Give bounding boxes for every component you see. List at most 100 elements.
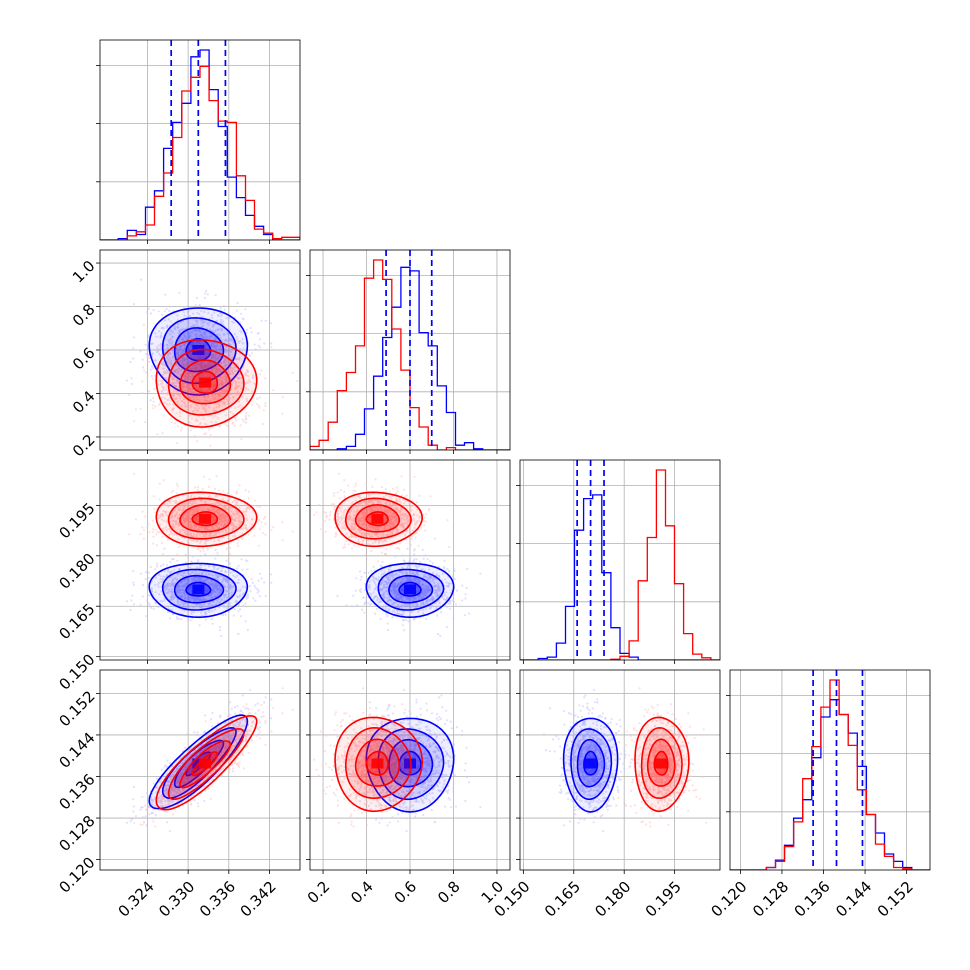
panel-content <box>125 472 299 638</box>
scatter-point <box>374 612 377 615</box>
scatter-point <box>363 602 366 606</box>
scatter-point <box>199 499 203 502</box>
scatter-point <box>240 369 244 372</box>
scatter-point <box>421 548 424 552</box>
scatter-point <box>180 404 183 407</box>
scatter-point <box>256 332 259 335</box>
scatter-point <box>208 478 211 481</box>
scatter-point <box>150 375 153 378</box>
scatter-point <box>213 586 216 589</box>
density-peak <box>199 377 212 388</box>
scatter-point <box>182 575 185 578</box>
scatter-point <box>401 554 404 557</box>
scatter-point <box>211 394 215 397</box>
scatter-point <box>205 423 208 426</box>
scatter-point <box>229 546 232 550</box>
scatter-point <box>207 565 211 568</box>
scatter-point <box>185 384 188 387</box>
scatter-point <box>201 599 204 602</box>
scatter-point <box>219 625 222 629</box>
scatter-point <box>448 607 451 610</box>
scatter-point <box>225 375 228 379</box>
scatter-point <box>264 533 267 536</box>
scatter-point <box>256 588 259 591</box>
scatter-point <box>363 596 366 599</box>
scatter-point <box>188 420 191 424</box>
scatter-point <box>253 534 256 537</box>
scatter-point <box>203 611 206 614</box>
scatter-point <box>186 494 189 498</box>
scatter-point <box>226 520 229 523</box>
scatter-point <box>422 612 425 615</box>
scatter-point <box>189 599 192 602</box>
scatter-point <box>173 370 176 373</box>
scatter-point <box>186 589 189 592</box>
scatter-point <box>235 419 238 422</box>
scatter-point <box>201 366 204 369</box>
scatter-point <box>217 397 220 400</box>
scatter-point <box>225 398 228 401</box>
scatter-point <box>188 389 191 392</box>
scatter-point <box>246 381 249 384</box>
scatter-point <box>154 405 157 408</box>
scatter-point <box>244 418 247 421</box>
scatter-point <box>179 600 183 603</box>
scatter-point <box>200 532 203 535</box>
scatter-point <box>190 355 194 358</box>
scatter-point <box>189 395 192 398</box>
scatter-point <box>182 528 185 532</box>
scatter-point <box>141 380 144 383</box>
scatter-point <box>168 582 171 585</box>
scatter-point <box>178 589 181 592</box>
scatter-point <box>201 333 204 336</box>
scatter-point <box>205 289 208 292</box>
scatter-point <box>169 585 173 588</box>
scatter-point <box>220 382 223 385</box>
scatter-point <box>194 419 197 422</box>
scatter-point <box>343 479 346 482</box>
scatter-point <box>238 514 241 517</box>
scatter-point <box>264 402 267 405</box>
scatter-point <box>264 594 267 597</box>
scatter-point <box>175 522 178 525</box>
scatter-point <box>204 409 207 412</box>
scatter-point <box>209 444 212 447</box>
scatter-point <box>379 617 382 621</box>
scatter-point <box>210 580 213 583</box>
scatter-point <box>169 417 172 420</box>
scatter-point <box>162 563 165 566</box>
scatter-point <box>239 615 242 618</box>
scatter-point <box>181 584 184 587</box>
scatter-point <box>183 405 186 408</box>
scatter-point <box>376 607 379 610</box>
scatter-point <box>149 565 152 569</box>
scatter-point <box>247 506 250 509</box>
scatter-point <box>181 364 184 367</box>
scatter-point <box>233 499 236 503</box>
scatter-point <box>202 356 205 359</box>
panel-content <box>125 278 299 447</box>
scatter-point <box>238 381 241 384</box>
scatter-point <box>379 601 382 604</box>
scatter-point <box>204 372 208 375</box>
scatter-point <box>254 499 257 502</box>
scatter-point <box>202 525 205 528</box>
scatter-point <box>221 579 224 583</box>
scatter-point <box>225 515 229 518</box>
scatter-point <box>209 528 212 532</box>
scatter-point <box>181 327 184 330</box>
scatter-point <box>183 597 187 600</box>
scatter-point <box>188 375 191 378</box>
scatter-point <box>167 339 170 342</box>
scatter-point <box>181 541 184 544</box>
scatter-point <box>225 596 228 599</box>
scatter-point <box>168 588 171 591</box>
panel-content <box>100 40 300 240</box>
scatter-point <box>163 386 166 389</box>
scatter-point <box>234 527 237 530</box>
scatter-point <box>222 614 225 617</box>
scatter-point <box>232 535 235 538</box>
scatter-point <box>437 632 440 636</box>
scatter-point <box>139 533 142 536</box>
scatter-point <box>183 506 186 509</box>
